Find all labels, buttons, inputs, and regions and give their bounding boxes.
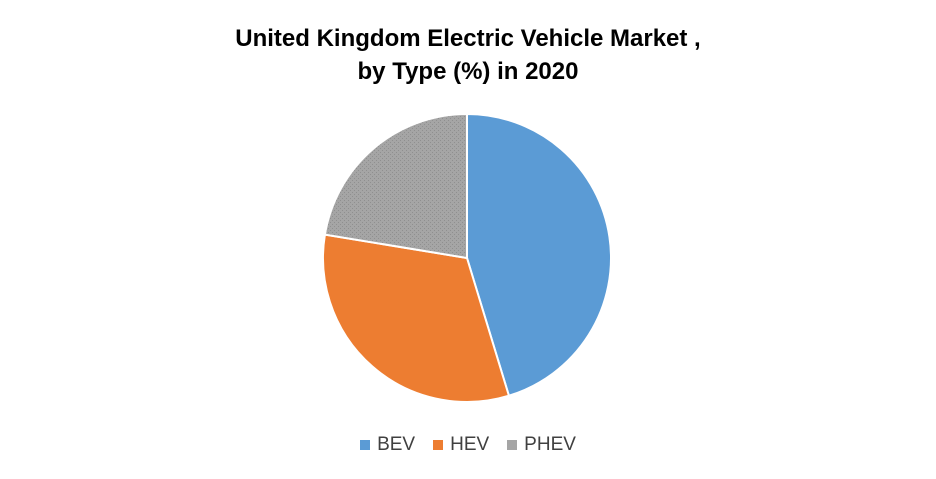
pie-slice-bev[interactable] [466, 112, 612, 398]
legend-item-hev[interactable]: HEV [433, 434, 489, 456]
legend-swatch-phev [507, 440, 518, 450]
legend-swatch-bev [360, 440, 371, 450]
pie-slice-phev[interactable] [323, 112, 468, 260]
legend-label-phev: PHEV [524, 434, 576, 455]
legend-item-phev[interactable]: PHEV [507, 434, 576, 456]
chart-title-line-2: by Type (%) in 2020 [357, 58, 579, 85]
legend-label-bev: BEV [377, 434, 416, 455]
legend: BEV HEV PHEV [0, 432, 936, 458]
legend-swatch-hev [433, 440, 444, 450]
legend-label-hev: HEV [450, 434, 490, 455]
chart-title: United Kingdom Electric Vehicle Market ,… [0, 22, 936, 88]
chart-title-line-1: United Kingdom Electric Vehicle Market , [235, 25, 701, 52]
pie-slice-hev[interactable] [322, 233, 511, 403]
legend-item-bev[interactable]: BEV [360, 434, 415, 456]
